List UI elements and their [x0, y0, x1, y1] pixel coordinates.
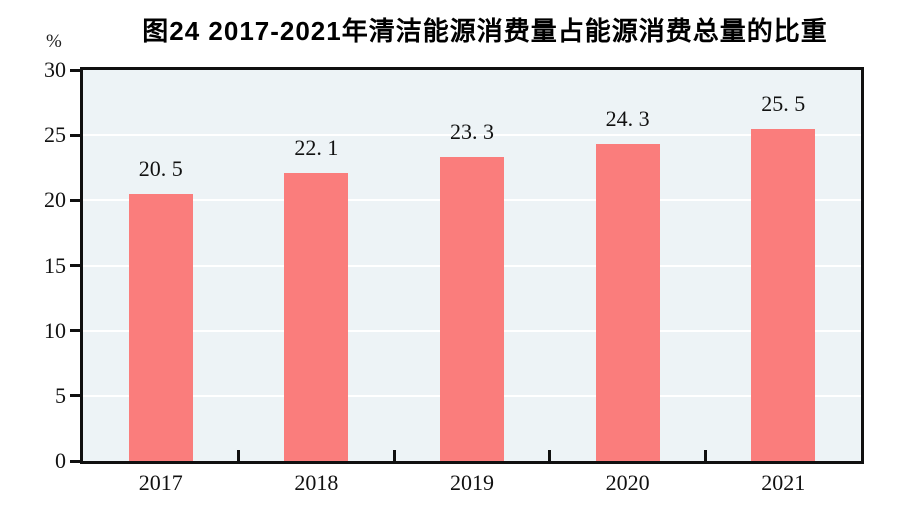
x-axis-label: 2019: [450, 470, 494, 495]
bar: [440, 157, 504, 461]
x-axis-label: 2020: [605, 470, 650, 495]
y-tick-label: 15: [44, 252, 66, 278]
y-tick-label: 0: [55, 448, 66, 473]
y-tick-mark: [70, 264, 80, 267]
x-axis-label: 2017: [138, 470, 183, 495]
bar-value-label: 23. 3: [450, 119, 494, 145]
chart-title: 图24 2017-2021年清洁能源消费量占能源消费总量的比重: [142, 16, 828, 46]
y-axis-unit-label: %: [46, 31, 62, 52]
y-axis-labels: 0 5 10 15 20 25 30: [0, 0, 66, 518]
x-tick-mark: [237, 450, 241, 461]
y-tick-mark: [70, 394, 80, 398]
x-tick-mark: [392, 450, 396, 461]
y-tick-mark: [70, 198, 80, 202]
bar-value-label: 22. 1: [294, 134, 339, 160]
bar: [284, 172, 349, 461]
bar: [128, 193, 193, 461]
y-tick-label: 30: [44, 57, 66, 82]
y-tick-label: 5: [55, 382, 66, 408]
x-tick-mark: [703, 450, 707, 461]
bar-value-label: 20. 5: [138, 155, 183, 181]
gridline: [83, 134, 861, 137]
x-axis-label: 2021: [761, 470, 806, 495]
bar-value-label: 25. 5: [761, 90, 806, 116]
x-axis-labels: 2017 2018 2019 2020 2021: [0, 470, 900, 500]
y-tick-label: 25: [44, 122, 66, 148]
y-tick-mark: [70, 133, 80, 137]
y-tick-mark: [70, 329, 80, 333]
y-tick-label: 20: [44, 187, 66, 213]
plot-area: 20. 5 22. 1 23. 3 24. 3 25. 5: [80, 67, 864, 464]
y-tick-mark: [70, 68, 80, 72]
y-tick-mark: [70, 459, 80, 463]
bar-value-label: 24. 3: [605, 106, 650, 132]
bar: [751, 128, 816, 461]
bar: [595, 144, 660, 461]
x-axis-label: 2018: [294, 470, 339, 495]
y-tick-label: 10: [44, 317, 66, 343]
x-tick-mark: [548, 450, 552, 461]
